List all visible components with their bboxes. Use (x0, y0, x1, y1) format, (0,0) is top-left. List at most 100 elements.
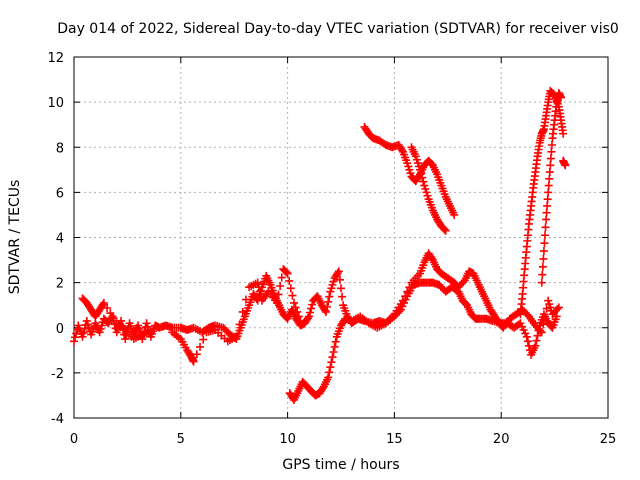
data-point-marker (559, 129, 568, 138)
chart-title: Day 014 of 2022, Sidereal Day-to-day VTE… (57, 21, 619, 37)
data-point-marker (543, 201, 552, 210)
data-point-marker (304, 312, 313, 321)
data-point-marker (523, 337, 532, 346)
y-tick-label: 2 (56, 277, 64, 292)
data-point-marker (398, 296, 407, 305)
data-point-marker (540, 312, 549, 321)
data-point-marker (545, 174, 554, 183)
data-point-marker (405, 283, 414, 292)
x-tick-label: 15 (386, 432, 403, 447)
data-point-marker (540, 239, 549, 248)
x-tick-label: 20 (493, 432, 510, 447)
data-point-marker (545, 168, 554, 177)
data-point-marker (308, 300, 317, 309)
data-point-marker (306, 308, 315, 317)
data-point-marker (542, 208, 551, 217)
y-tick-label: -2 (51, 367, 64, 382)
y-tick-label: 12 (47, 51, 64, 66)
data-point-marker (324, 297, 333, 306)
data-point-marker (450, 210, 459, 219)
data-point-marker (338, 292, 347, 301)
data-point-marker (557, 93, 566, 102)
data-point-marker (192, 350, 201, 359)
data-point-marker (330, 342, 339, 351)
data-point-marker (98, 300, 107, 309)
data-point-marker (547, 147, 556, 156)
data-point-marker (286, 284, 295, 293)
y-tick-label: -4 (51, 412, 64, 427)
data-point-marker (441, 226, 450, 235)
data-point-marker (538, 270, 547, 279)
data-point-marker (324, 373, 333, 382)
data-point-marker (440, 225, 449, 234)
data-point-marker (546, 161, 555, 170)
data-point-marker (288, 291, 297, 300)
data-point-marker (296, 316, 305, 325)
data-point-marker (337, 284, 345, 293)
data-point-marker (323, 302, 332, 311)
data-point-marker (561, 161, 570, 170)
data-point-marker (537, 278, 546, 287)
data-point-marker (553, 305, 562, 314)
data-point-marker (121, 335, 130, 344)
data-point-marker (403, 287, 412, 296)
data-point-marker (554, 303, 563, 312)
data-point-marker (254, 283, 263, 292)
data-point-marker (71, 333, 80, 342)
data-point-marker (533, 331, 542, 340)
data-points (70, 86, 570, 404)
data-point-marker (401, 292, 410, 301)
y-tick-label: 4 (56, 232, 64, 247)
data-point-marker (335, 275, 344, 284)
y-tick-label: 8 (56, 141, 64, 156)
series-upper-arcs (360, 122, 459, 235)
data-point-marker (103, 304, 112, 313)
data-point-marker (544, 188, 553, 197)
data-point-marker (334, 267, 343, 276)
x-tick-label: 10 (279, 432, 296, 447)
data-point-marker (99, 298, 108, 307)
data-point-marker (541, 223, 550, 232)
data-point-marker (325, 368, 334, 377)
y-axis-label: SDTVAR / TECUs (7, 180, 23, 295)
data-point-marker (277, 273, 286, 282)
data-point-marker (303, 314, 312, 323)
data-point-marker (542, 215, 551, 224)
x-tick-label: 0 (70, 432, 78, 447)
data-point-marker (543, 195, 552, 204)
series-main (70, 267, 561, 359)
data-point-marker (285, 276, 294, 285)
data-point-marker (531, 341, 540, 350)
data-point-marker (276, 282, 285, 291)
data-point-marker (307, 304, 316, 313)
data-point-marker (419, 177, 428, 186)
data-point-marker (333, 269, 342, 278)
data-point-marker (537, 328, 546, 337)
data-point-marker (272, 298, 281, 307)
data-point-marker (539, 247, 548, 256)
data-point-marker (238, 307, 247, 316)
data-point-marker (294, 312, 303, 321)
y-tick-label: 6 (56, 186, 64, 201)
data-point-marker (79, 328, 88, 337)
data-point-marker (326, 363, 335, 372)
data-point-marker (283, 269, 292, 278)
data-point-marker (418, 173, 427, 182)
axis-ticks: 0 5 10 15 20 25 -4 -2 0 2 4 6 8 10 12 (47, 51, 616, 447)
data-point-marker (78, 332, 87, 341)
x-axis-label: GPS time / hours (282, 457, 399, 473)
series-late-rise (516, 86, 570, 319)
data-point-marker (80, 324, 89, 333)
data-point-marker (328, 353, 337, 362)
y-tick-label: 10 (47, 96, 64, 111)
data-point-marker (274, 290, 283, 299)
data-point-marker (255, 287, 264, 296)
data-point-marker (196, 342, 205, 351)
data-point-marker (106, 309, 115, 318)
data-point-marker (522, 332, 531, 341)
data-point-marker (544, 181, 553, 190)
data-point-marker (293, 307, 302, 316)
data-point-marker (542, 304, 551, 313)
data-point-marker (146, 328, 155, 337)
